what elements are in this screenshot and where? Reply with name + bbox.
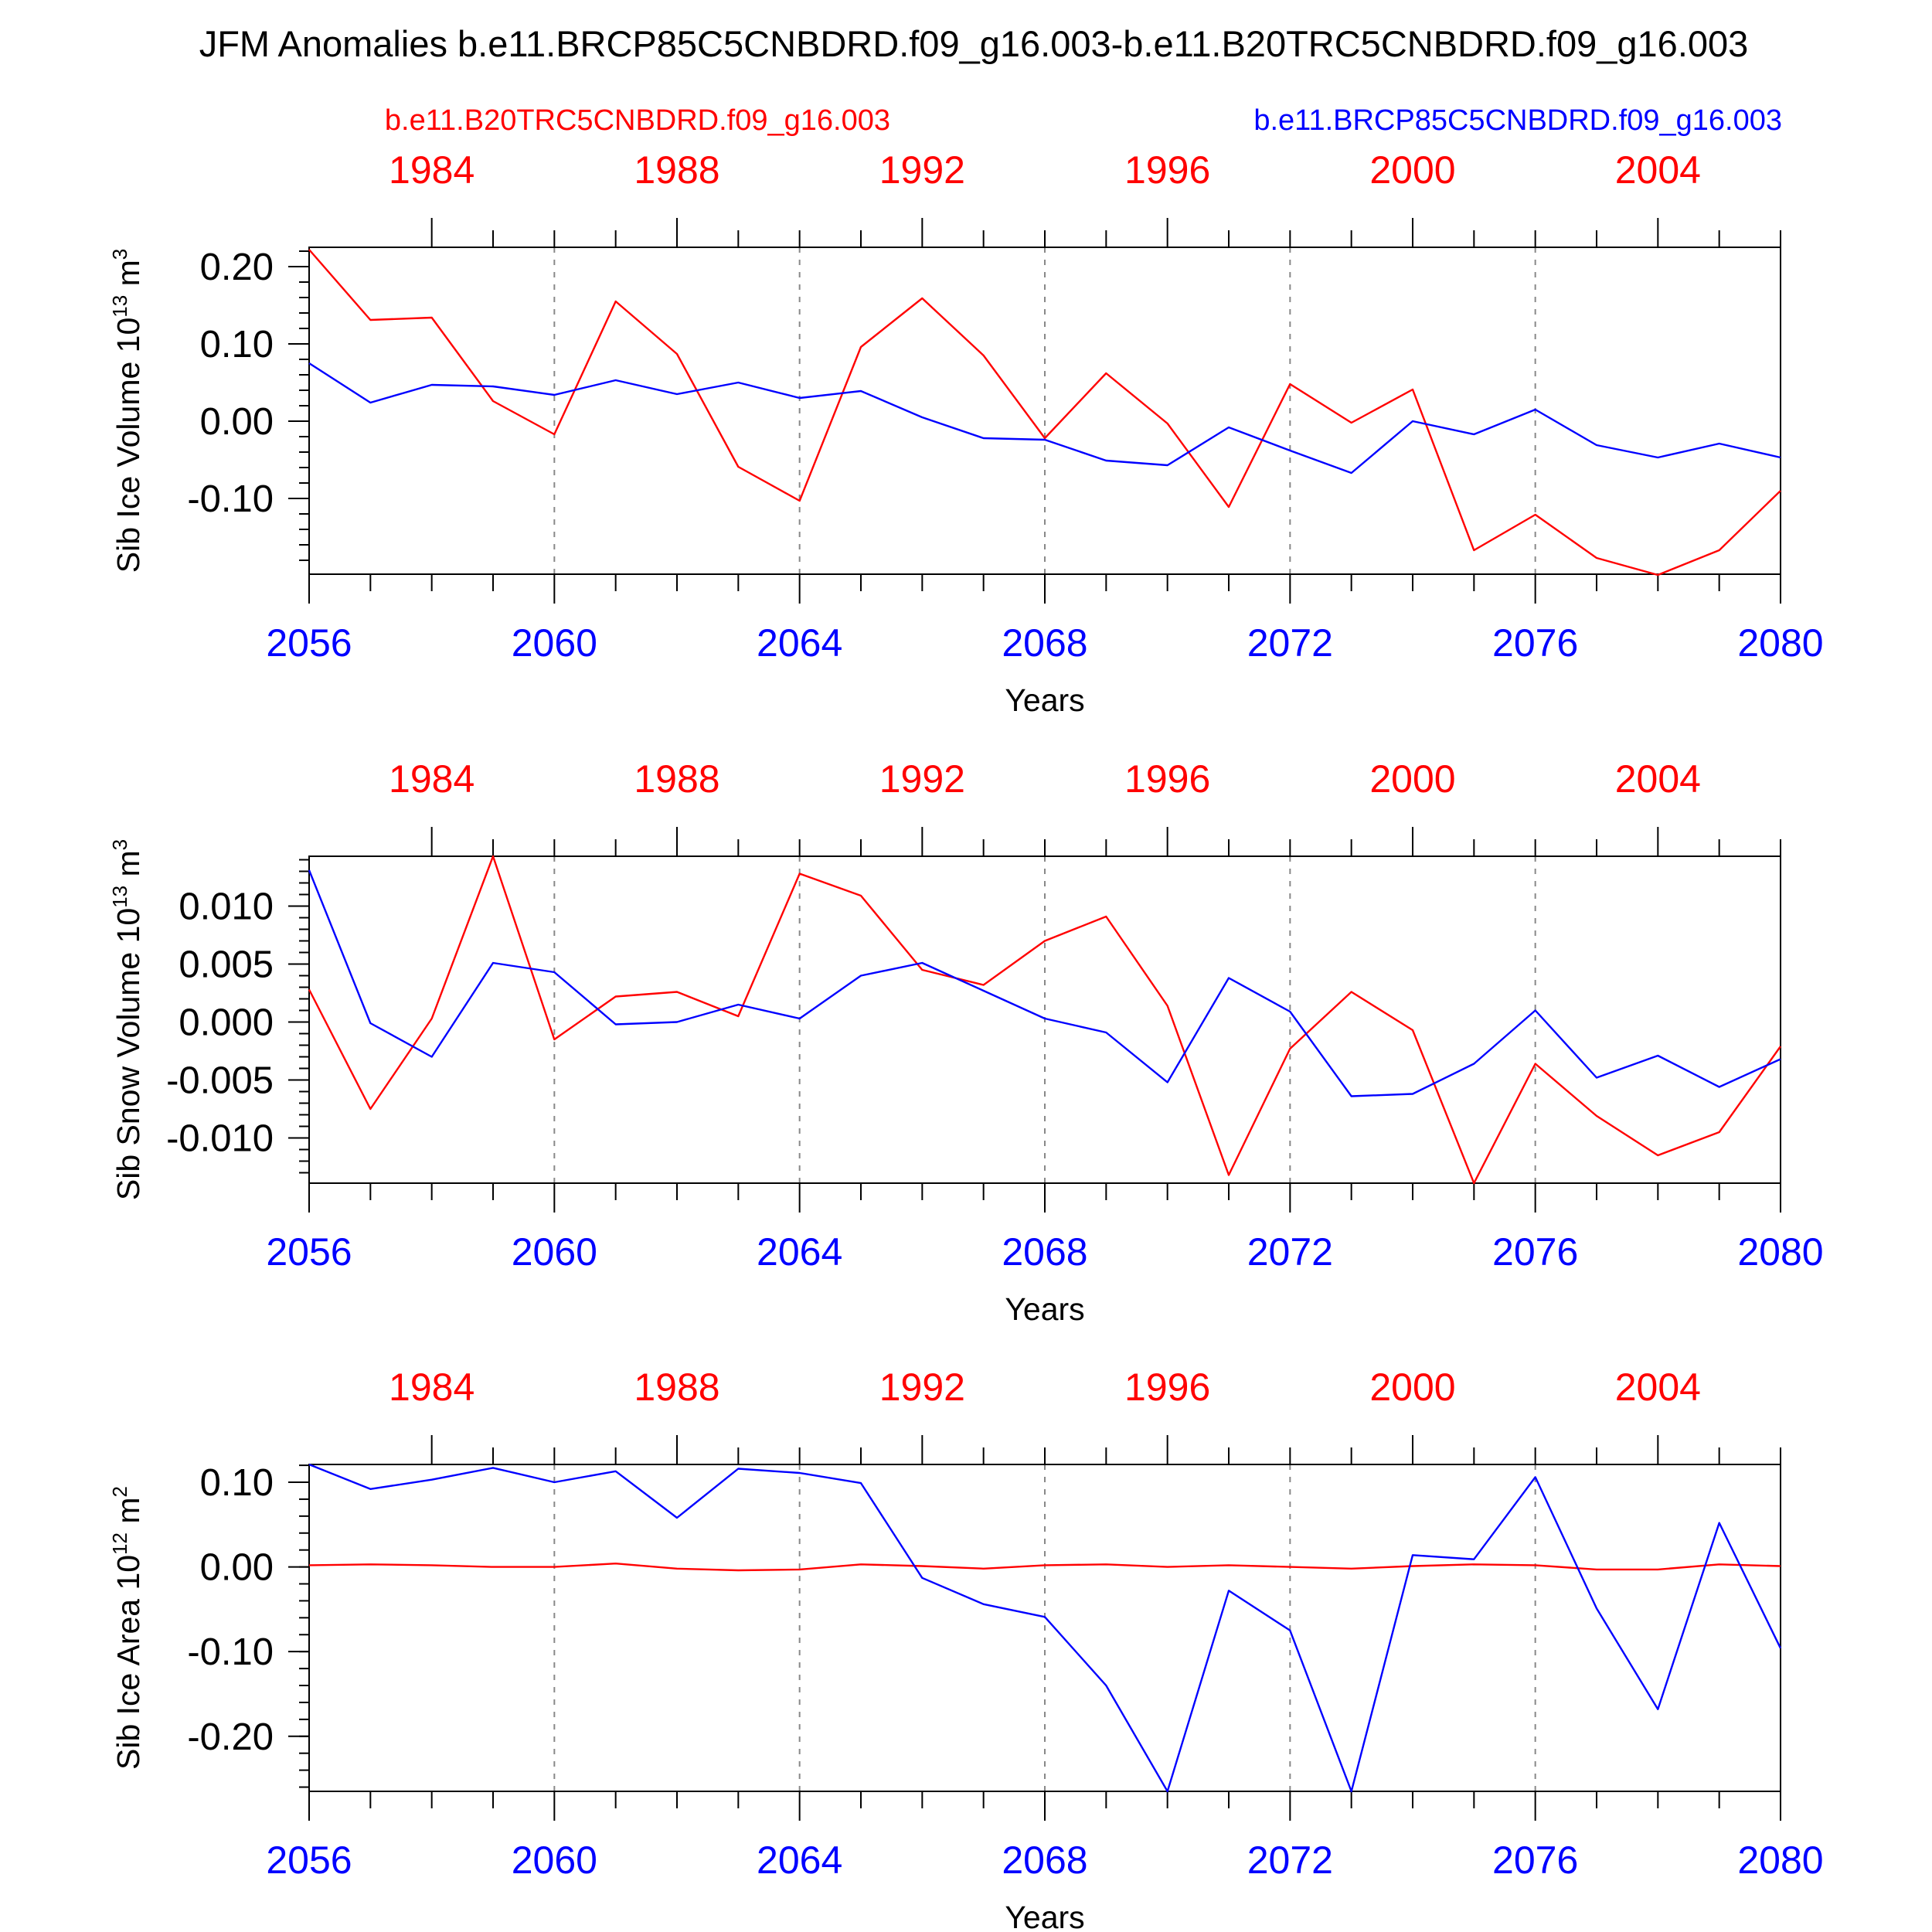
series-line-future xyxy=(308,362,1781,474)
y-axis-label-unit: m xyxy=(111,850,146,886)
top-tick-label: 2000 xyxy=(1369,1366,1455,1409)
y-tick-label: -0.010 xyxy=(166,1118,274,1160)
y-tick-label: 0.005 xyxy=(179,944,274,986)
y-axis-label-unit-exponent: 2 xyxy=(108,1486,131,1497)
top-tick-label: 1992 xyxy=(879,757,965,801)
y-axis-label-base: Sib Ice Area 10 xyxy=(111,1555,146,1770)
y-axis-label-unit-exponent: 3 xyxy=(108,839,131,850)
y-axis-label-exponent: 12 xyxy=(108,1532,131,1555)
y-axis-label: Sib Snow Volume 1013 m3 xyxy=(108,839,146,1200)
x-tick-label: 2056 xyxy=(266,621,352,665)
chart-panel-2: 2056 2060 2064 2068 2072 2076 2080 1984 1988 1992… xyxy=(108,757,1824,1327)
chart-panel-3: 2056 2060 2064 2068 2072 2076 2080 1984 1988 1992… xyxy=(108,1366,1824,1932)
x-tick-label: 2076 xyxy=(1492,1230,1578,1274)
x-tick-label: 2072 xyxy=(1247,1230,1333,1274)
top-tick-label: 1996 xyxy=(1124,1366,1210,1409)
x-axis-label: Years xyxy=(1005,1291,1084,1327)
y-tick-label: 0.10 xyxy=(200,1462,274,1504)
series-line-historical xyxy=(308,1562,1781,1572)
y-axis-label-unit: m xyxy=(111,1497,146,1532)
top-tick-label: 1984 xyxy=(389,757,474,801)
x-tick-label: 2060 xyxy=(512,1838,597,1882)
y-tick-label: -0.005 xyxy=(166,1060,274,1102)
y-tick-label: 0.20 xyxy=(200,247,274,288)
y-axis-label-base: Sib Ice Volume 10 xyxy=(111,318,146,573)
top-tick-label: 1992 xyxy=(879,148,965,192)
y-axis-label-unit: m xyxy=(111,260,146,295)
x-tick-label: 2076 xyxy=(1492,1838,1578,1882)
x-tick-label: 2060 xyxy=(512,1230,597,1274)
y-axis-label-unit-exponent: 3 xyxy=(108,249,131,260)
top-tick-label: 2004 xyxy=(1615,1366,1701,1409)
x-tick-label: 2056 xyxy=(266,1230,352,1274)
top-tick-label: 1996 xyxy=(1124,757,1210,801)
top-tick-label: 1992 xyxy=(879,1366,965,1409)
panels: 2056 2060 2064 2068 2072 2076 2080 1984 1988 1992… xyxy=(108,148,1824,1932)
x-tick-label: 2080 xyxy=(1737,621,1823,665)
series-line-historical xyxy=(308,249,1781,577)
x-tick-label: 2072 xyxy=(1247,621,1333,665)
x-tick-label: 2080 xyxy=(1737,1230,1823,1274)
top-tick-label: 1988 xyxy=(634,757,719,801)
legend-historical: b.e11.B20TRC5CNBDRD.f09_g16.003 xyxy=(385,104,890,137)
legend-future: b.e11.BRCP85C5CNBDRD.f09_g16.003 xyxy=(1253,104,1782,137)
series-line-historical xyxy=(308,855,1781,1185)
top-tick-label: 1996 xyxy=(1124,148,1210,192)
y-tick-label: 0.00 xyxy=(200,1547,274,1589)
x-tick-label: 2064 xyxy=(757,621,842,665)
series-line-future xyxy=(308,1463,1782,1793)
x-tick-label: 2072 xyxy=(1247,1838,1333,1882)
top-tick-label: 1988 xyxy=(634,1366,719,1409)
figure-title: JFM Anomalies b.e11.BRCP85C5CNBDRD.f09_g… xyxy=(199,23,1749,64)
top-tick-label: 2004 xyxy=(1615,148,1701,192)
y-tick-label: 0.00 xyxy=(200,401,274,443)
y-tick-label: 0.10 xyxy=(200,324,274,366)
y-tick-label: 0.010 xyxy=(179,886,274,928)
top-tick-label: 2004 xyxy=(1615,757,1701,801)
y-axis-label-base: Sib Snow Volume 10 xyxy=(111,908,146,1200)
x-tick-label: 2068 xyxy=(1002,621,1087,665)
x-tick-label: 2076 xyxy=(1492,621,1578,665)
top-tick-label: 1988 xyxy=(634,148,719,192)
x-tick-label: 2080 xyxy=(1737,1838,1823,1882)
y-tick-label: -0.20 xyxy=(187,1716,274,1758)
x-axis-label: Years xyxy=(1005,1900,1084,1932)
chart-panel-1: 2056 2060 2064 2068 2072 2076 2080 1984 1988 1992… xyxy=(108,148,1824,718)
x-tick-label: 2064 xyxy=(757,1230,842,1274)
top-tick-label: 1984 xyxy=(389,148,474,192)
x-tick-label: 2068 xyxy=(1002,1230,1087,1274)
y-axis-label: Sib Ice Volume 1013 m3 xyxy=(108,249,146,573)
y-tick-label: 0.000 xyxy=(179,1002,274,1044)
x-tick-label: 2060 xyxy=(512,621,597,665)
top-tick-label: 1984 xyxy=(389,1366,474,1409)
top-tick-label: 2000 xyxy=(1369,757,1455,801)
top-tick-label: 2000 xyxy=(1369,148,1455,192)
x-tick-label: 2056 xyxy=(266,1838,352,1882)
series-line-future xyxy=(308,869,1781,1097)
x-tick-label: 2064 xyxy=(757,1838,842,1882)
y-axis-label: Sib Ice Area 1012 m2 xyxy=(108,1486,146,1770)
y-tick-label: -0.10 xyxy=(187,478,274,520)
y-axis-label-exponent: 13 xyxy=(108,886,131,908)
y-axis-label-exponent: 13 xyxy=(108,295,131,318)
x-axis-label: Years xyxy=(1005,682,1084,718)
y-tick-label: -0.10 xyxy=(187,1631,274,1673)
x-tick-label: 2068 xyxy=(1002,1838,1087,1882)
